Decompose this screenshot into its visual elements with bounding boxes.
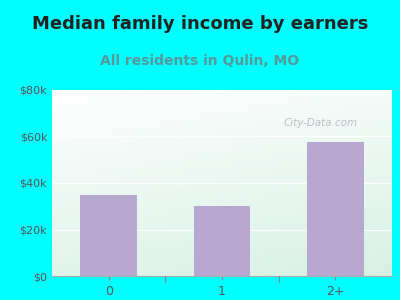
Bar — [307, 142, 364, 276]
Bar — [80, 195, 137, 276]
Text: City-Data.com: City-Data.com — [283, 118, 357, 128]
Bar — [194, 206, 250, 276]
Text: Median family income by earners: Median family income by earners — [32, 15, 368, 33]
Text: All residents in Qulin, MO: All residents in Qulin, MO — [100, 54, 300, 68]
